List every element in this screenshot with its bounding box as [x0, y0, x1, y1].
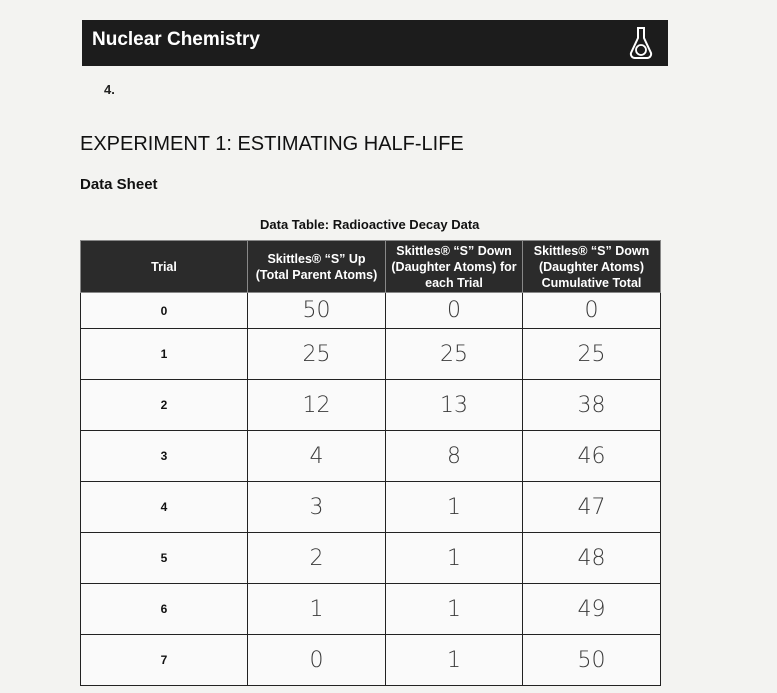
handwritten-cell: 47: [522, 481, 661, 533]
header-row: Trial Skittles® “S” Up (Total Parent Atom…: [80, 240, 661, 293]
handwritten-cell: 13: [385, 379, 523, 431]
header-bar: Nuclear Chemistry: [82, 20, 668, 66]
table-row: 1 25 25 25: [80, 328, 661, 380]
table-row: 7 0 1 50: [80, 634, 661, 686]
column-header: Skittles® “S” Up (Total Parent Atoms): [247, 240, 386, 293]
table-caption: Data Table: Radioactive Decay Data: [260, 217, 480, 232]
handwritten-cell: 0: [247, 634, 386, 686]
handwritten-cell: 2: [247, 532, 386, 584]
handwritten-cell: 50: [522, 634, 661, 686]
trial-cell: 5: [80, 532, 248, 584]
handwritten-cell: 0: [385, 292, 523, 329]
flask-icon: [629, 27, 653, 59]
handwritten-cell: 49: [522, 583, 661, 635]
handwritten-cell: 25: [247, 328, 386, 380]
trial-cell: 6: [80, 583, 248, 635]
column-header: Trial: [80, 240, 248, 293]
table-row: 3 4 8 46: [80, 430, 661, 482]
data-table: Trial Skittles® “S” Up (Total Parent Atom…: [80, 240, 661, 686]
question-number: 4.: [104, 82, 115, 97]
trial-cell: 3: [80, 430, 248, 482]
table-row: 4 3 1 47: [80, 481, 661, 533]
trial-cell: 1: [80, 328, 248, 380]
table-row: 2 12 13 38: [80, 379, 661, 431]
handwritten-cell: 46: [522, 430, 661, 482]
handwritten-cell: 25: [522, 328, 661, 380]
handwritten-cell: 0: [522, 292, 661, 329]
experiment-title: EXPERIMENT 1: ESTIMATING HALF-LIFE: [80, 133, 464, 155]
handwritten-cell: 4: [247, 430, 386, 482]
trial-cell: 2: [80, 379, 248, 431]
handwritten-cell: 1: [247, 583, 386, 635]
handwritten-cell: 50: [247, 292, 386, 329]
handwritten-cell: 38: [522, 379, 661, 431]
handwritten-cell: 1: [385, 583, 523, 635]
handwritten-cell: 3: [247, 481, 386, 533]
handwritten-cell: 12: [247, 379, 386, 431]
table-row: 0 50 0 0: [80, 292, 661, 329]
handwritten-cell: 25: [385, 328, 523, 380]
table-body: 0 50 0 0 1 25 25 25 2 12 13 38 3 4 8 46 4 3 1 47 5 2 1 48 6 1 1 49 7…: [80, 292, 661, 686]
table-row: 5 2 1 48: [80, 532, 661, 584]
handwritten-cell: 8: [385, 430, 523, 482]
trial-cell: 0: [80, 292, 248, 329]
trial-cell: 4: [80, 481, 248, 533]
table-row: 6 1 1 49: [80, 583, 661, 635]
handwritten-cell: 1: [385, 481, 523, 533]
trial-cell: 7: [80, 634, 248, 686]
handwritten-cell: 1: [385, 634, 523, 686]
handwritten-cell: 1: [385, 532, 523, 584]
column-header: Skittles® “S” Down (Daughter Atoms) Cumu…: [522, 240, 661, 293]
column-header: Skittles® “S” Down (Daughter Atoms) for …: [385, 240, 523, 293]
section-title: Data Sheet: [80, 176, 158, 193]
handwritten-cell: 48: [522, 532, 661, 584]
header-title: Nuclear Chemistry: [92, 29, 260, 50]
